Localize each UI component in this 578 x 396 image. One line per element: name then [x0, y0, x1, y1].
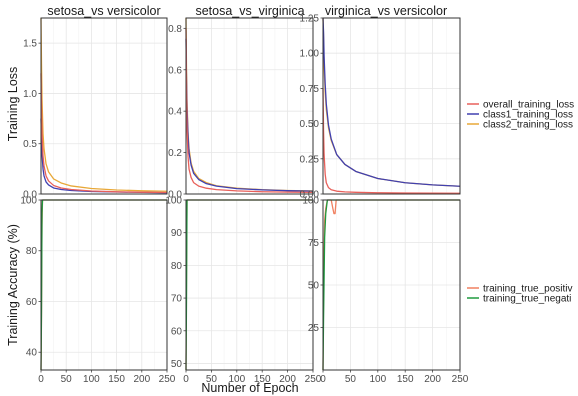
y-tick-label: 100: [20, 196, 37, 207]
panel-r2-c3: 25 50 75 100 0 50 100 150 200 250: [302, 196, 468, 386]
y-tick-label: 50: [171, 359, 183, 370]
panel-border: [322, 17, 461, 195]
y-tick-label: 0.0: [168, 190, 182, 201]
x-tick-label: 150: [108, 374, 125, 385]
y-tick-label: 70: [171, 294, 183, 305]
panel-r2-c1: 40 60 80 100 0 50 100 150 200 250: [20, 196, 175, 386]
y-tick-label: 50: [308, 281, 320, 292]
series-line-class2_training_loss: [40, 17, 168, 192]
x-tick-label: 150: [397, 374, 414, 385]
series-line-overall_training_loss: [185, 28, 314, 193]
y-tick-label: 0.75: [300, 84, 320, 95]
y-tick-label: 1.5: [23, 39, 37, 50]
legend-row1: overall_training_lossclass1_training_los…: [467, 100, 574, 131]
y-tick-label: 0.4: [168, 107, 182, 118]
x-tick-label: 200: [133, 374, 150, 385]
panel-border: [322, 199, 461, 371]
y-axis-title-loss: Training Loss: [6, 67, 20, 142]
panel-r1-c2: 0.0 0.2 0.4 0.6 0.8: [168, 17, 314, 201]
legend-label-class2_training_loss: class2_training_loss: [483, 120, 573, 131]
y-tick-label: 60: [26, 297, 38, 308]
x-tick-label: 150: [254, 374, 271, 385]
y-tick-label: 0.25: [300, 154, 320, 165]
y-tick-label: 90: [171, 228, 183, 239]
x-tick-label: 0: [38, 374, 44, 385]
panel-border: [40, 199, 168, 371]
y-tick-label: 80: [171, 261, 183, 272]
x-tick-label: 250: [305, 374, 322, 385]
legend-row2: training_true_positivtraining_true_negat…: [467, 284, 573, 305]
y-axis-title-accuracy: Training Accuracy (%): [6, 224, 20, 346]
x-tick-label: 200: [424, 374, 441, 385]
y-tick-label: 40: [26, 348, 38, 359]
panel-r1-c1: 0.0 0.5 1.0 1.5: [23, 17, 168, 201]
x-tick-label: 50: [206, 374, 218, 385]
x-tick-label: 100: [228, 374, 245, 385]
legends-layer: overall_training_lossclass1_training_los…: [467, 100, 574, 305]
x-tick-label: 50: [61, 374, 73, 385]
x-tick-label: 200: [279, 374, 296, 385]
y-tick-label: 75: [308, 238, 320, 249]
x-tick-label: 100: [83, 374, 100, 385]
y-tick-label: 0.2: [168, 148, 182, 159]
panel-r1-c3: 0.00 0.25 0.50 0.75 1.00 1.25: [300, 14, 461, 201]
panel-title-2: setosa_vs_virginica: [195, 4, 304, 18]
legend-label-overall_training_loss: overall_training_loss: [483, 100, 574, 111]
y-tick-label: 60: [171, 326, 183, 337]
x-tick-label: 250: [159, 374, 176, 385]
y-tick-label: 0.6: [168, 65, 182, 76]
y-tick-label: 0.50: [300, 119, 320, 130]
y-tick-label: 0.0: [23, 190, 37, 201]
series-line-overall_training_loss: [322, 88, 461, 194]
x-tick-label: 250: [452, 374, 469, 385]
x-tick-label: 0: [320, 374, 326, 385]
y-tick-label: 1.0: [23, 89, 37, 100]
y-tick-label: 0.5: [23, 139, 37, 150]
panel-title-1: setosa_vs versicolor: [47, 4, 160, 18]
legend-label-training_true_positive: training_true_positiv: [483, 284, 573, 295]
panel-border: [185, 17, 314, 195]
x-tick-label: 0: [183, 374, 189, 385]
y-tick-label: 100: [302, 196, 319, 207]
y-tick-label: 0.8: [168, 24, 182, 35]
y-tick-label: 25: [308, 323, 320, 334]
y-tick-label: 100: [165, 196, 182, 207]
series-line-overall_training_loss: [40, 73, 168, 194]
x-tick-label: 100: [369, 374, 386, 385]
legend-label-training_true_negative: training_true_negati: [483, 294, 571, 305]
y-tick-label: 80: [26, 246, 38, 257]
panel-border: [185, 199, 314, 371]
x-tick-label: 50: [345, 374, 357, 385]
panels-layer: 0.00.51.01.50.00.20.40.60.80.000.250.500…: [20, 14, 468, 386]
x-axis-title: Number of Epoch: [201, 381, 298, 395]
y-tick-label: 0.00: [300, 190, 320, 201]
y-tick-label: 1.25: [300, 14, 320, 25]
panel-title-3: virginica_vs versicolor: [325, 4, 447, 18]
series-line-class1_training_loss: [322, 17, 461, 187]
panel-border: [40, 17, 168, 195]
y-tick-label: 1.00: [300, 49, 320, 60]
legend-label-class1_training_loss: class1_training_loss: [483, 110, 573, 121]
